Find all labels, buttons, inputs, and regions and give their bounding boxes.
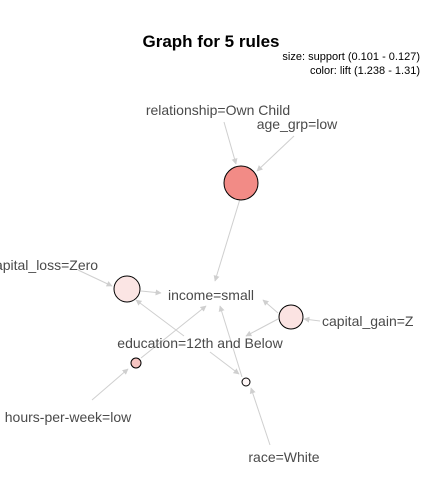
edge-rule5-income — [218, 305, 243, 378]
edge-relationship-rule1 — [223, 121, 238, 165]
item-label-hours[interactable]: hours-per-week=low — [5, 409, 132, 425]
rule-node-1[interactable] — [223, 165, 259, 201]
item-label-capital-gain[interactable]: capital_gain=Z — [322, 313, 414, 329]
graph-edges — [77, 121, 321, 446]
edge-rule2-income — [140, 289, 162, 296]
edge-rule4-income — [140, 305, 207, 359]
edge-rule3-education — [245, 318, 279, 337]
item-label-income[interactable]: income=small — [168, 287, 254, 303]
edge-capital-loss-rule2 — [77, 269, 113, 287]
item-label-age-grp[interactable]: age_grp=low — [257, 116, 338, 132]
legend-color: color: lift (1.238 - 1.31) — [310, 65, 420, 77]
rule-node-5[interactable] — [241, 377, 251, 387]
rule-node-3[interactable] — [278, 304, 304, 330]
item-label-race[interactable]: race=White — [248, 449, 319, 465]
item-label-education[interactable]: education=12th and Below — [117, 335, 283, 351]
edge-race-rule5 — [249, 387, 271, 446]
edge-age-grp-rule1 — [256, 135, 295, 172]
graph-title: Graph for 5 rules — [143, 32, 280, 51]
rule-nodes — [113, 165, 304, 387]
edge-rule1-income — [213, 198, 241, 282]
rule-node-2[interactable] — [113, 275, 141, 303]
edge-education-rule5 — [209, 351, 240, 375]
rule-node-4[interactable] — [130, 357, 142, 369]
edge-hours-rule4 — [91, 368, 129, 401]
edge-education-rule2 — [135, 299, 185, 337]
edge-capital-gain-label-rule3 — [303, 316, 321, 323]
item-label-relationship[interactable]: relationship=Own Child — [146, 102, 290, 118]
edge-rule3-income — [262, 299, 279, 314]
legend-size: size: support (0.101 - 0.127) — [282, 51, 420, 63]
item-label-capital-loss[interactable]: capital_loss=Zero — [0, 257, 98, 273]
item-labels: relationship=Own Child age_grp=low capit… — [0, 102, 414, 465]
